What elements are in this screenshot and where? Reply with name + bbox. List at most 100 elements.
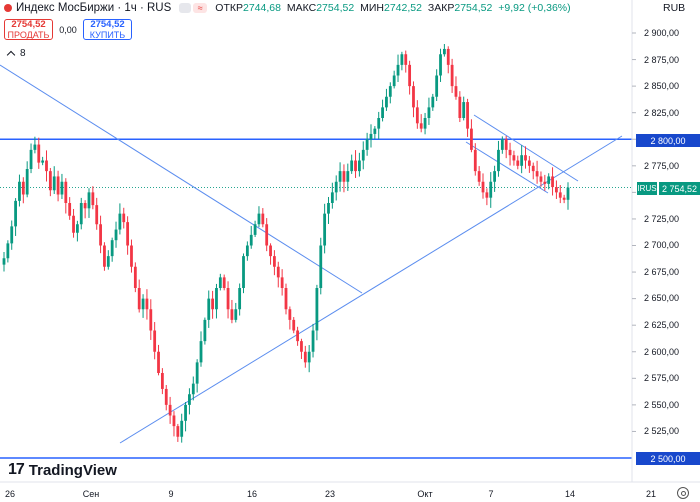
candle-body <box>176 426 180 437</box>
candle-body <box>319 245 323 288</box>
candle-body <box>551 176 554 188</box>
candle-body <box>369 133 373 140</box>
trend-line <box>465 141 549 194</box>
candle-body <box>385 96 388 108</box>
candle-body <box>400 54 404 65</box>
candle-body <box>253 224 257 235</box>
spread-value: 0,00 <box>59 24 77 35</box>
candle-body <box>106 256 110 267</box>
candle-body <box>292 319 296 331</box>
candle-body <box>226 288 230 310</box>
candle-body <box>218 277 222 288</box>
buy-button[interactable]: 2754,52 КУПИТЬ <box>83 19 132 40</box>
candle-body <box>470 128 473 150</box>
candle-body <box>543 181 547 184</box>
candle-body <box>79 203 83 225</box>
candle-body <box>149 309 153 331</box>
candle-body <box>477 171 481 182</box>
candle-body <box>307 351 311 363</box>
price-scale-label: 2 900,00 <box>644 28 680 38</box>
price-scale-label: 2 725,00 <box>644 214 680 224</box>
candle-body <box>303 351 307 363</box>
candle-body <box>72 215 75 233</box>
candle-body <box>566 187 570 200</box>
time-label: 16 <box>246 489 258 499</box>
price-scale-label: 2 675,00 <box>644 267 680 277</box>
candle-body <box>342 171 346 182</box>
level-2800-badge: 2 800,00 <box>636 134 700 147</box>
candle-body <box>354 160 357 172</box>
candle-body <box>191 383 195 395</box>
candle-body <box>539 176 543 182</box>
price-scale-label: 2 875,00 <box>644 55 680 65</box>
candle-body <box>361 149 365 161</box>
chart-style-icon[interactable] <box>179 3 192 13</box>
close-value: 2754,52 <box>454 2 493 14</box>
candle-body <box>137 288 141 310</box>
candle-body <box>381 107 384 118</box>
candle-body <box>184 404 187 421</box>
candle-body <box>14 200 17 227</box>
candle-body <box>249 234 253 246</box>
symbol-badge: IRUS <box>637 182 657 195</box>
candle-body <box>512 155 516 161</box>
low-value: 2742,52 <box>384 2 422 14</box>
candle-body <box>180 420 184 437</box>
candle-body <box>60 181 64 195</box>
candle-body <box>357 160 361 172</box>
candle-body <box>504 139 508 150</box>
candle-body <box>493 171 497 182</box>
time-label: 21 <box>645 489 657 499</box>
candle-body <box>145 298 149 310</box>
trade-panel: 2754,52 ПРОДАТЬ 0,00 2754,52 КУПИТЬ <box>4 19 132 40</box>
time-label: 9 <box>168 489 174 499</box>
candle-body <box>524 155 527 161</box>
open-value: 2744,68 <box>242 2 281 14</box>
currency-label[interactable]: RUB <box>663 2 686 14</box>
tradingview-logo-text: TradingView <box>28 461 117 479</box>
candle-body <box>446 48 450 65</box>
compare-icon[interactable]: ≈ <box>193 3 208 13</box>
candle-body <box>261 213 265 225</box>
price-scale-label: 2 600,00 <box>644 347 680 357</box>
candle-body <box>99 224 102 246</box>
candle-body <box>296 330 299 342</box>
candle-body <box>25 169 29 195</box>
candle-body <box>454 86 458 97</box>
chart-header: Индекс МосБиржи · 1ч · RUS ≈ ОТКР2744,68… <box>0 0 685 16</box>
candle-body <box>203 319 207 342</box>
price-scale-label: 2 525,00 <box>644 426 680 436</box>
candle-body <box>327 203 330 214</box>
indicators-count: 8 <box>20 48 26 59</box>
symbol-title[interactable]: Индекс МосБиржи · 1ч · RUS <box>16 2 172 14</box>
candle-body <box>500 139 504 150</box>
candle-body <box>222 277 226 288</box>
candle-body <box>442 48 446 55</box>
price-scale-label: 2 575,00 <box>644 373 680 383</box>
candle-body <box>288 309 292 320</box>
candle-body <box>130 245 133 267</box>
time-label: Окт <box>417 489 433 499</box>
symbol-logo-icon <box>4 4 12 12</box>
candle-body <box>315 288 319 331</box>
candle-body <box>126 222 130 246</box>
candle-body <box>118 213 122 230</box>
candle-body <box>160 373 164 389</box>
settings-gear-icon[interactable] <box>677 487 689 499</box>
candle-body <box>18 181 21 201</box>
candle-body <box>373 128 377 134</box>
tradingview-logo[interactable]: 17 TradingView <box>8 461 117 479</box>
indicators-toggle[interactable]: 8 <box>4 48 26 60</box>
candle-body <box>215 288 218 310</box>
candle-body <box>547 176 551 184</box>
candle-body <box>230 309 234 320</box>
candle-body <box>64 181 68 203</box>
price-scale-label: 2 550,00 <box>644 400 680 410</box>
sell-button[interactable]: 2754,52 ПРОДАТЬ <box>4 19 53 40</box>
candle-body <box>458 96 462 118</box>
candle-body <box>41 160 45 163</box>
candle-body <box>33 144 37 150</box>
candle-body <box>234 309 238 320</box>
candle-body <box>555 187 558 193</box>
